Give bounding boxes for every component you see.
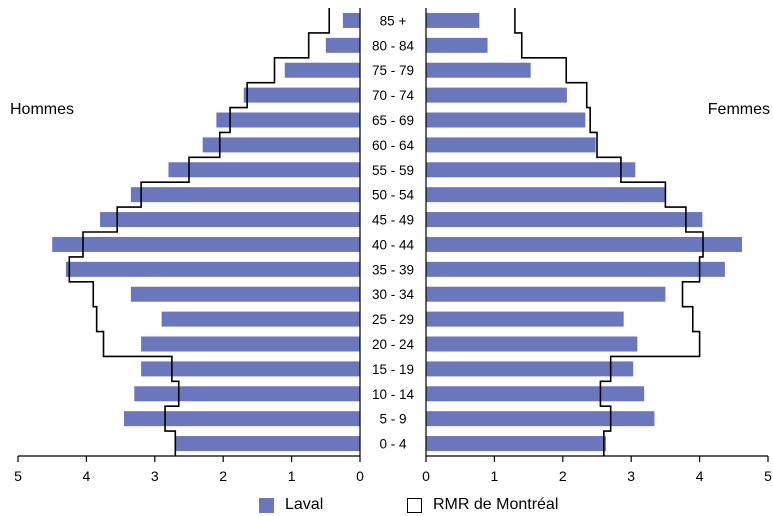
age-group-label: 0 - 4 [379,437,407,452]
legend-label-rmr: RMR de Montréal [433,496,559,513]
age-group-label: 5 - 9 [379,412,406,427]
bar-femmes-laval [426,137,596,153]
bar-femmes-laval [426,112,586,128]
outline-femmes-rmr [514,8,704,456]
age-group-label: 75 - 79 [372,63,414,78]
bar-hommes-laval [175,436,360,452]
bar-femmes-laval [426,361,634,377]
x-tick-label-femmes: 2 [559,468,567,484]
age-group-label: 70 - 74 [372,88,415,103]
x-tick-label-hommes: 0 [356,468,364,484]
x-tick-label-femmes: 5 [764,468,772,484]
bar-hommes-laval [130,187,360,203]
bar-hommes-laval [243,87,360,103]
x-tick-label-femmes: 4 [696,468,704,484]
bar-hommes-laval [168,162,360,178]
bar-hommes-laval [342,12,360,28]
bar-hommes-laval [284,62,360,78]
legend-item-laval: Laval [259,496,323,514]
femmes-label: Femmes [707,101,770,118]
bar-femmes-laval [426,236,743,252]
age-group-label: 40 - 44 [372,237,415,252]
x-tick-label-hommes: 4 [83,468,91,484]
bar-femmes-laval [426,311,624,327]
age-group-label: 25 - 29 [372,312,414,327]
age-group-label: 45 - 49 [372,213,414,228]
legend-swatch-laval [259,497,274,513]
age-group-label: 10 - 14 [372,387,415,402]
bar-hommes-laval [141,336,360,352]
bar-hommes-laval [325,37,360,53]
age-group-label: 80 - 84 [372,38,415,53]
bar-femmes-laval [426,286,666,302]
age-group-label: 65 - 69 [372,113,414,128]
age-group-label: 30 - 34 [372,287,415,302]
bar-hommes-laval [161,311,360,327]
age-group-label: 55 - 59 [372,163,414,178]
age-group-label: 60 - 64 [372,138,415,153]
age-group-label: 85 + [380,13,407,28]
bar-femmes-laval [426,162,636,178]
bar-hommes-laval [65,261,360,277]
bar-femmes-laval [426,436,606,452]
bar-hommes-laval [100,212,360,228]
hommes-label: Hommes [10,101,75,118]
x-tick-label-hommes: 2 [219,468,227,484]
age-group-label: 20 - 24 [372,337,415,352]
bar-hommes-laval [134,386,360,402]
x-tick-label-hommes: 1 [288,468,296,484]
bar-hommes-laval [130,286,360,302]
bar-femmes-laval [426,212,703,228]
outline-hommes-rmr [68,8,331,456]
bar-hommes-laval [124,411,361,427]
x-tick-label-femmes: 1 [491,468,499,484]
bar-femmes-laval [426,336,638,352]
bar-femmes-laval [426,87,567,103]
age-group-label: 50 - 54 [372,188,415,203]
bar-hommes-laval [202,137,360,153]
legend-label-laval: Laval [285,496,324,513]
legend-swatch-rmr [407,497,422,513]
age-group-label: 15 - 19 [372,362,414,377]
x-tick-label-femmes: 0 [422,468,430,484]
bar-femmes-laval [426,12,480,28]
bar-hommes-laval [52,236,360,252]
bar-femmes-laval [426,261,725,277]
age-group-label: 35 - 39 [372,262,414,277]
x-tick-label-femmes: 3 [627,468,635,484]
x-tick-label-hommes: 3 [151,468,159,484]
x-tick-label-hommes: 5 [14,468,22,484]
legend-item-rmr: RMR de Montréal [407,496,558,514]
bar-femmes-laval [426,187,665,203]
bar-femmes-laval [426,386,645,402]
bar-hommes-laval [216,112,360,128]
bar-femmes-laval [426,37,488,53]
bar-hommes-laval [141,361,360,377]
bar-femmes-laval [426,411,655,427]
bar-femmes-laval [426,62,531,78]
